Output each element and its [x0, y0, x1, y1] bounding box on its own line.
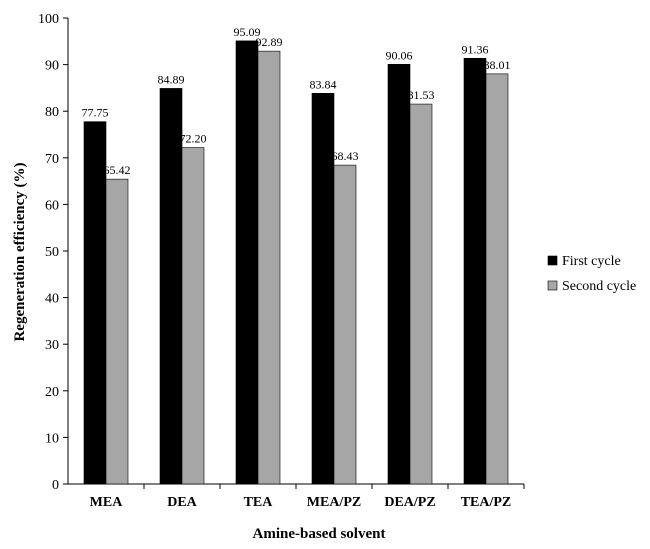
y-tick-label: 30 [45, 338, 59, 353]
x-tick-label: DEA/PZ [384, 495, 435, 510]
first-cycle-bar [235, 40, 259, 485]
bar-value-label: 72.20 [180, 132, 207, 146]
x-tick-label: DEA [167, 495, 197, 510]
y-tick-label: 20 [45, 385, 59, 400]
first-cycle-bar [159, 88, 183, 485]
y-tick-label: 10 [45, 431, 59, 446]
second-cycle-bar [333, 164, 357, 485]
y-axis-title: Regeneration efficiency (%) [12, 162, 28, 341]
first-cycle-bar [463, 57, 487, 485]
x-tick-label: TEA [244, 495, 274, 510]
bar-value-label: 84.89 [158, 72, 185, 86]
y-tick-label: 80 [45, 105, 59, 120]
bar-value-label: 65.42 [104, 163, 131, 177]
legend: First cycle Second cycle [547, 254, 636, 294]
second-cycle-bar [257, 50, 281, 485]
y-tick-label: 100 [38, 12, 59, 27]
x-tick-label: MEA [90, 495, 124, 510]
y-tick-label: 90 [45, 59, 59, 74]
second-cycle-bar [181, 147, 205, 485]
x-axis-title: Amine-based solvent [253, 526, 386, 542]
y-tick-label: 50 [45, 245, 59, 260]
legend-label: First cycle [562, 254, 621, 269]
x-tick-label: MEA/PZ [307, 495, 361, 510]
bar-value-label: 91.36 [462, 42, 489, 56]
bar-value-label: 83.84 [310, 77, 337, 91]
bar-value-label: 81.53 [408, 88, 435, 102]
y-tick-label: 40 [45, 292, 59, 307]
legend-swatch [547, 280, 558, 291]
bar-value-label: 77.75 [82, 106, 109, 120]
second-cycle-bar [409, 103, 433, 485]
first-cycle-bar [387, 64, 411, 485]
x-tick-label: TEA/PZ [461, 495, 512, 510]
legend-swatch [547, 255, 558, 266]
bar-value-label: 90.06 [386, 48, 413, 62]
legend-label: Second cycle [562, 279, 636, 294]
y-tick-label: 60 [45, 198, 59, 213]
plot-area: 0 10 20 30 40 50 60 70 80 90 100 77.75 65.42 MEA 84.89… [38, 12, 525, 510]
bar-value-label: 68.43 [332, 149, 359, 163]
bar-value-label: 95.09 [234, 25, 261, 39]
y-tick-label: 70 [45, 152, 59, 167]
y-tick-label: 0 [52, 478, 59, 493]
second-cycle-bar [105, 178, 129, 485]
bar-value-label: 88.01 [484, 58, 511, 72]
bar-value-label: 92.89 [256, 35, 283, 49]
second-cycle-bar [485, 73, 509, 485]
